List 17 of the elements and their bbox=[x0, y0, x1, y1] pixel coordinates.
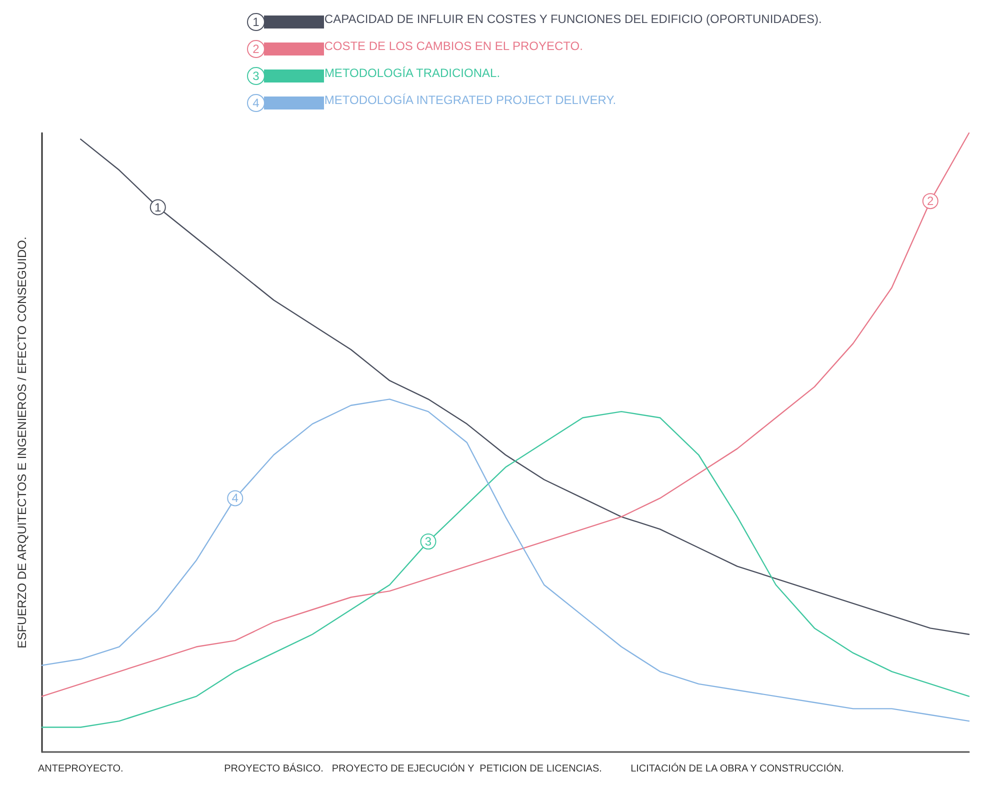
text: 2 bbox=[252, 42, 260, 56]
annotation: 1 bbox=[154, 200, 162, 214]
x-tick-label: PROYECTO DE EJECUCIÓN Y PETICION DE LICENCIAS. bbox=[332, 762, 602, 774]
y-axis-title: ESFUERZO DE ARQUITECTOS E INGENIEROS / EFECTO CONSEGUIDO. bbox=[15, 236, 29, 648]
x-tick-label: PROYECTO BÁSICO. bbox=[224, 762, 324, 774]
text: 3 bbox=[252, 69, 260, 83]
annotation: 2 bbox=[927, 194, 934, 208]
annotation: 4 bbox=[232, 491, 239, 506]
legend-label: METODOLOGÍA INTEGRATED PROJECT DELIVERY. bbox=[324, 93, 616, 107]
x-tick-label: ANTEPROYECTO. bbox=[38, 764, 124, 774]
annotation: 3 bbox=[424, 534, 432, 549]
legend-label: COSTE DE LOS CAMBIOS EN EL PROYECTO. bbox=[324, 39, 583, 53]
legend-label: METODOLOGÍA TRADICIONAL. bbox=[324, 66, 500, 80]
legend-label: CAPACIDAD DE INFLUIR EN COSTES Y FUNCIONES DEL EDIFICIO (OPORTUNIDADES). bbox=[324, 12, 822, 26]
x-tick-label: LICITACIÓN DE LA OBRA Y CONSTRUCCIÓN. bbox=[630, 762, 844, 774]
text: 1 bbox=[252, 15, 260, 29]
text: 4 bbox=[252, 96, 260, 110]
